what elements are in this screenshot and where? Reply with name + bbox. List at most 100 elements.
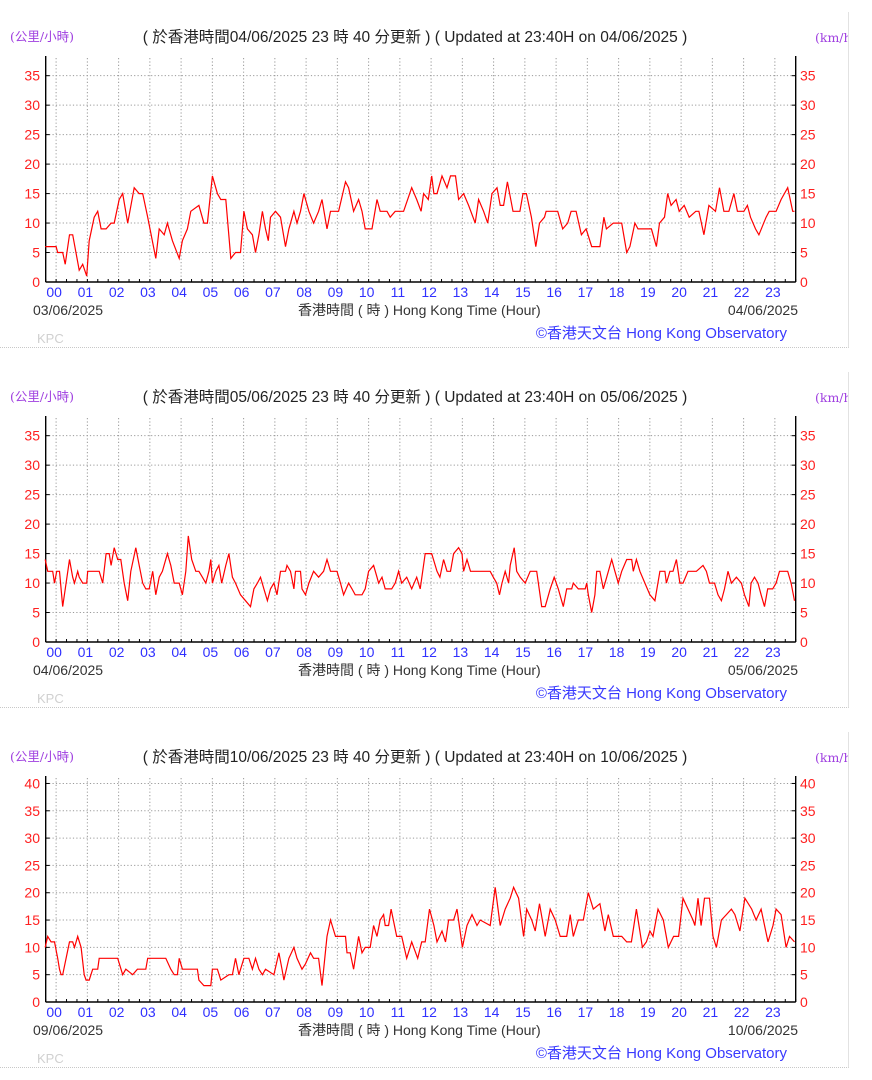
- x-tick-label-hour: 16: [546, 284, 562, 300]
- x-tick-label-hour: 15: [515, 644, 531, 660]
- x-tick-label-hour: 00: [46, 1004, 62, 1020]
- x-tick-label-hour: 13: [453, 1004, 469, 1020]
- y-tick-label-right: 5: [800, 245, 808, 261]
- y-tick-label-left: 35: [24, 803, 40, 819]
- y-tick-label-right: 30: [800, 97, 816, 113]
- x-tick-label-hour: 17: [578, 644, 594, 660]
- y-tick-label-right: 15: [800, 546, 816, 562]
- end-date-label: 05/06/2025: [728, 662, 798, 678]
- station-watermark: KPC: [37, 691, 64, 706]
- y-tick-label-left: 20: [24, 885, 40, 901]
- y-tick-label-right: 20: [800, 885, 816, 901]
- start-date-label: 04/06/2025: [33, 662, 103, 678]
- end-date-label: 10/06/2025: [728, 1022, 798, 1038]
- y-tick-label-left: 20: [24, 156, 40, 172]
- y-tick-label-right: 5: [800, 967, 808, 983]
- x-tick-label-hour: 20: [671, 644, 687, 660]
- y-tick-label-right: 25: [800, 487, 816, 503]
- x-tick-label-hour: 20: [671, 1004, 687, 1020]
- x-tick-label-hour: 03: [140, 284, 156, 300]
- x-tick-label-hour: 05: [203, 644, 219, 660]
- y-tick-label-left: 25: [24, 857, 40, 873]
- y-tick-label-right: 0: [800, 274, 808, 290]
- unit-label-right: (km/h): [815, 30, 848, 45]
- y-tick-label-left: 30: [24, 457, 40, 473]
- y-tick-label-right: 10: [800, 575, 816, 591]
- x-tick-label-hour: 02: [109, 644, 125, 660]
- x-tick-label-hour: 23: [765, 1004, 781, 1020]
- x-tick-label-hour: 15: [515, 1004, 531, 1020]
- x-axis-title: 香港時間 ( 時 ) Hong Kong Time (Hour): [298, 662, 541, 678]
- x-tick-label-hour: 09: [328, 284, 344, 300]
- x-tick-label-hour: 23: [765, 284, 781, 300]
- x-tick-label-hour: 01: [78, 644, 94, 660]
- x-tick-label-hour: 05: [203, 1004, 219, 1020]
- y-tick-label-right: 15: [800, 186, 816, 202]
- start-date-label: 09/06/2025: [33, 1022, 103, 1038]
- x-tick-label-hour: 08: [296, 1004, 312, 1020]
- y-tick-label-right: 25: [800, 127, 816, 143]
- x-tick-label-hour: 00: [46, 284, 62, 300]
- y-tick-label-right: 10: [800, 215, 816, 231]
- y-tick-label-right: 35: [800, 428, 816, 444]
- observatory-credit: ©香港天文台 Hong Kong Observatory: [536, 1045, 788, 1062]
- x-tick-label-hour: 03: [140, 644, 156, 660]
- x-tick-label-hour: 21: [703, 1004, 719, 1020]
- unit-label-left: (公里/小時): [10, 389, 74, 404]
- x-tick-label-hour: 20: [671, 284, 687, 300]
- y-tick-label-right: 20: [800, 516, 816, 532]
- y-tick-label-left: 5: [32, 967, 40, 983]
- x-tick-label-hour: 18: [609, 1004, 625, 1020]
- y-tick-label-right: 15: [800, 912, 816, 928]
- x-tick-label-hour: 21: [703, 284, 719, 300]
- y-tick-label-right: 10: [800, 939, 816, 955]
- chart-title: ( 於香港時間10/06/2025 23 時 40 分更新 ) ( Update…: [143, 748, 688, 766]
- y-tick-label-left: 15: [24, 546, 40, 562]
- x-tick-label-hour: 07: [265, 1004, 281, 1020]
- wind-chart-panel: (公里/小時) ( 於香港時間04/06/2025 23 時 40 分更新 ) (…: [0, 12, 849, 348]
- unit-label-left: (公里/小時): [10, 749, 74, 764]
- y-tick-label-left: 0: [32, 994, 40, 1010]
- x-tick-label-hour: 15: [515, 284, 531, 300]
- x-tick-label-hour: 16: [546, 1004, 562, 1020]
- chart-title: ( 於香港時間04/06/2025 23 時 40 分更新 ) ( Update…: [143, 28, 688, 46]
- y-tick-label-left: 25: [24, 487, 40, 503]
- y-tick-label-left: 5: [32, 605, 40, 621]
- x-tick-label-hour: 10: [359, 1004, 375, 1020]
- x-tick-label-hour: 01: [78, 284, 94, 300]
- x-tick-label-hour: 19: [640, 284, 656, 300]
- x-tick-label-hour: 10: [359, 284, 375, 300]
- y-tick-label-left: 10: [24, 215, 40, 231]
- unit-label-right: (km/h): [815, 390, 848, 405]
- unit-label-right: (km/h): [815, 750, 848, 765]
- x-tick-label-hour: 02: [109, 1004, 125, 1020]
- observatory-credit: ©香港天文台 Hong Kong Observatory: [536, 325, 788, 342]
- x-tick-label-hour: 07: [265, 644, 281, 660]
- wind-speed-chart: (公里/小時) ( 於香港時間05/06/2025 23 時 40 分更新 ) (…: [10, 388, 848, 706]
- start-date-label: 03/06/2025: [33, 302, 103, 318]
- x-tick-label-hour: 11: [391, 1004, 406, 1020]
- x-tick-label-hour: 09: [328, 1004, 344, 1020]
- end-date-label: 04/06/2025: [728, 302, 798, 318]
- unit-label-left: (公里/小時): [10, 29, 74, 44]
- x-tick-label-hour: 05: [203, 284, 219, 300]
- wind-speed-series-line: [44, 885, 795, 987]
- wind-speed-series-line: [45, 174, 795, 277]
- y-tick-label-right: 0: [800, 994, 808, 1010]
- y-tick-label-right: 35: [800, 68, 816, 84]
- wind-speed-series-line: [44, 535, 796, 613]
- x-axis-title: 香港時間 ( 時 ) Hong Kong Time (Hour): [298, 302, 541, 318]
- x-tick-label-hour: 12: [421, 284, 437, 300]
- x-tick-label-hour: 16: [546, 644, 562, 660]
- y-tick-label-right: 30: [800, 830, 816, 846]
- y-tick-label-left: 30: [24, 830, 40, 846]
- y-tick-label-right: 35: [800, 803, 816, 819]
- wind-chart-panel: (公里/小時) ( 於香港時間05/06/2025 23 時 40 分更新 ) (…: [0, 372, 849, 708]
- x-tick-label-hour: 18: [609, 644, 625, 660]
- x-tick-label-hour: 06: [234, 1004, 250, 1020]
- x-tick-label-hour: 22: [734, 644, 750, 660]
- station-watermark: KPC: [37, 1051, 64, 1066]
- station-watermark: KPC: [37, 331, 64, 346]
- x-tick-label-hour: 13: [453, 644, 469, 660]
- x-tick-label-hour: 22: [734, 284, 750, 300]
